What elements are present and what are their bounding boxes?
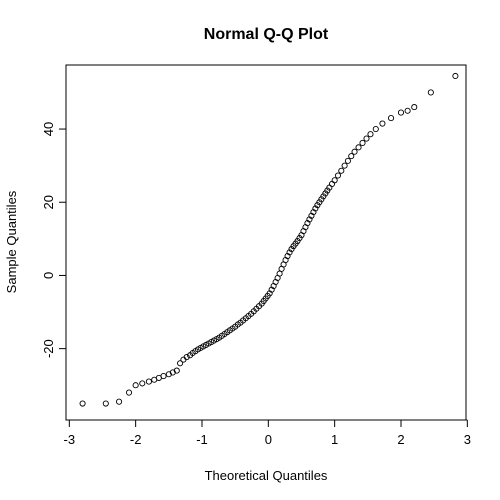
data-point <box>355 144 362 151</box>
data-point <box>331 177 338 184</box>
data-point <box>351 148 358 155</box>
data-point <box>372 125 379 133</box>
x-tick-label: -3 <box>64 432 76 447</box>
data-point <box>145 378 152 385</box>
data-point <box>397 109 405 116</box>
data-point <box>173 367 180 374</box>
plot-frame <box>65 64 467 421</box>
data-point <box>79 400 86 407</box>
data-point <box>102 400 109 407</box>
x-tick-label: 1 <box>331 432 338 447</box>
data-point <box>312 205 319 212</box>
data-point <box>286 249 293 256</box>
data-point <box>160 373 167 380</box>
data-point <box>344 157 351 164</box>
x-tick-label: -2 <box>130 432 142 447</box>
y-axis-label: Sample Quantiles <box>4 190 19 293</box>
x-axis: -3 -2 -1 0 1 2 3 <box>64 419 471 447</box>
data-point <box>348 153 355 160</box>
y-tick-label: 0 <box>41 272 56 279</box>
data-point <box>125 389 133 396</box>
data-point <box>328 180 336 187</box>
data-point <box>338 167 345 174</box>
y-tick-label: 20 <box>41 195 56 209</box>
x-tick-label: 3 <box>464 432 471 447</box>
data-point <box>139 380 146 387</box>
data-point <box>116 398 123 405</box>
data-points <box>79 72 459 407</box>
data-point <box>177 360 184 367</box>
data-point <box>334 172 342 179</box>
data-point <box>363 135 370 142</box>
y-axis: -20 0 20 40 <box>41 122 67 358</box>
data-point <box>132 382 139 389</box>
data-point <box>367 131 374 138</box>
x-tick-label: 2 <box>397 432 404 447</box>
data-point <box>387 115 395 122</box>
data-point <box>379 120 386 127</box>
data-point <box>183 354 190 361</box>
data-point <box>359 139 366 147</box>
data-point <box>411 104 418 111</box>
x-tick-label: -1 <box>196 432 208 447</box>
x-tick-label: 0 <box>265 432 272 447</box>
data-point <box>341 162 348 169</box>
data-point <box>452 72 459 80</box>
x-axis-label: Theoretical Quantiles <box>205 468 328 483</box>
chart-title: Normal Q-Q Plot <box>204 26 329 43</box>
data-point <box>427 89 434 96</box>
data-point <box>404 107 411 114</box>
y-tick-label: -20 <box>41 339 56 358</box>
y-tick-label: 40 <box>41 122 56 136</box>
